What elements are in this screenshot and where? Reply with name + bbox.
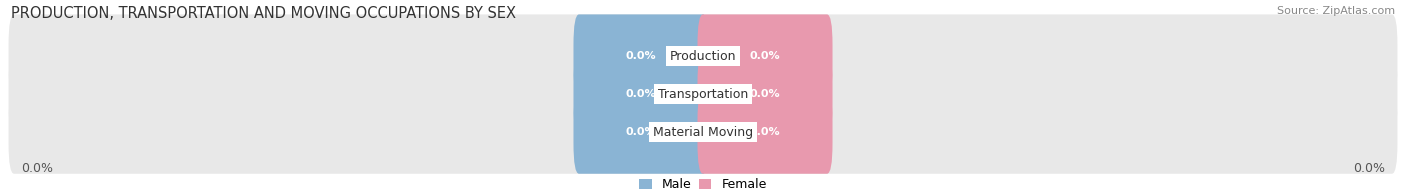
Text: 0.0%: 0.0% bbox=[21, 162, 53, 175]
Text: PRODUCTION, TRANSPORTATION AND MOVING OCCUPATIONS BY SEX: PRODUCTION, TRANSPORTATION AND MOVING OC… bbox=[11, 6, 516, 21]
Legend: Male, Female: Male, Female bbox=[640, 178, 766, 191]
FancyBboxPatch shape bbox=[574, 90, 709, 174]
Text: 0.0%: 0.0% bbox=[749, 89, 780, 99]
Text: 0.0%: 0.0% bbox=[626, 89, 657, 99]
Text: Production: Production bbox=[669, 50, 737, 63]
Text: 0.0%: 0.0% bbox=[1353, 162, 1385, 175]
Text: 0.0%: 0.0% bbox=[626, 51, 657, 61]
Text: 0.0%: 0.0% bbox=[626, 127, 657, 137]
FancyBboxPatch shape bbox=[697, 52, 832, 136]
FancyBboxPatch shape bbox=[574, 15, 709, 98]
Text: 0.0%: 0.0% bbox=[749, 51, 780, 61]
FancyBboxPatch shape bbox=[574, 52, 709, 136]
FancyBboxPatch shape bbox=[8, 52, 1398, 136]
Text: Transportation: Transportation bbox=[658, 88, 748, 101]
Text: Source: ZipAtlas.com: Source: ZipAtlas.com bbox=[1277, 6, 1395, 16]
FancyBboxPatch shape bbox=[8, 15, 1398, 98]
Text: 0.0%: 0.0% bbox=[749, 127, 780, 137]
FancyBboxPatch shape bbox=[697, 90, 832, 174]
Text: Material Moving: Material Moving bbox=[652, 125, 754, 139]
FancyBboxPatch shape bbox=[697, 15, 832, 98]
FancyBboxPatch shape bbox=[8, 90, 1398, 174]
